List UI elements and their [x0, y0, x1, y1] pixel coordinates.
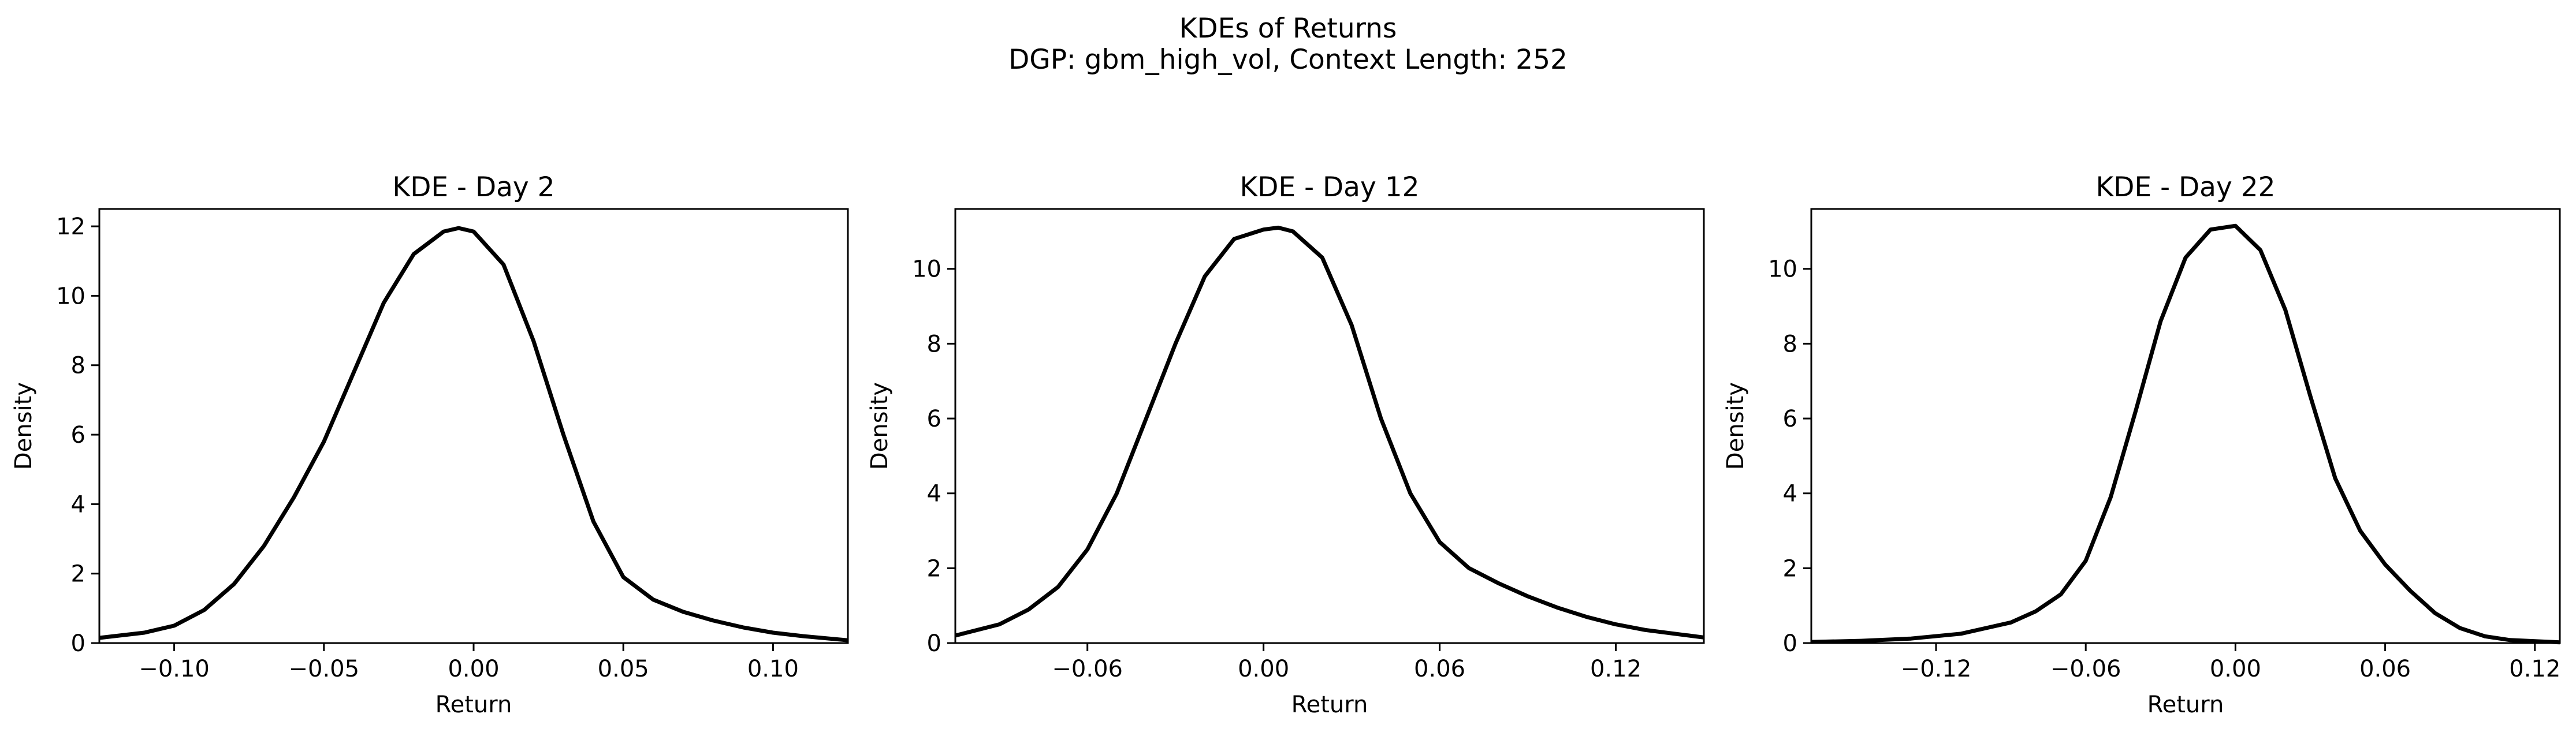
x-tick-label: 0.12	[1590, 656, 1641, 682]
y-tick-label: 6	[1783, 406, 1797, 432]
y-tick-label: 8	[1783, 331, 1797, 357]
x-tick-label: 0.00	[448, 656, 499, 682]
y-tick-label: 6	[71, 422, 85, 449]
y-axis-label: Density	[10, 382, 37, 470]
y-tick-label: 2	[71, 561, 85, 588]
y-tick-label: 0	[71, 630, 85, 657]
kde-line	[955, 225, 1704, 640]
y-tick-label: 0	[927, 630, 941, 657]
kde-panel-2: −0.06 0.00 0.06 0.12 0 2 4 6 8 10 KDE - Day 12 Retu…	[866, 171, 1705, 718]
y-axis-label: Density	[1722, 382, 1749, 470]
axes-frame	[98, 208, 849, 644]
y-tick-label: 6	[927, 406, 941, 432]
subplot-title: KDE - Day 12	[1239, 171, 1419, 203]
y-tick-label: 4	[71, 491, 85, 518]
axes-frame	[1810, 208, 2561, 644]
x-tick-label: 0.12	[2509, 656, 2560, 682]
figure-title-line-1: KDEs of Returns	[1179, 13, 1397, 44]
x-tick-label: 0.00	[2210, 656, 2261, 682]
x-tick-label: 0.10	[747, 656, 799, 682]
y-tick-label: 2	[1783, 555, 1797, 582]
x-tick-label: 0.06	[2359, 656, 2411, 682]
y-tick-label: 10	[1768, 256, 1797, 283]
kde-panel-1: −0.10 −0.05 0.00 0.05 0.10 0 2 4 6 8 10 12 KDE - Day…	[10, 171, 849, 718]
subplot-title: KDE - Day 2	[392, 171, 554, 203]
y-tick-label: 8	[71, 353, 85, 379]
x-axis-label: Return	[435, 692, 512, 718]
axes-frame	[954, 208, 1705, 644]
y-axis-label: Density	[866, 382, 893, 470]
y-tick-label: 4	[927, 481, 941, 507]
y-tick-label: 0	[1783, 630, 1797, 657]
y-tick-label: 10	[56, 283, 85, 309]
x-tick-label: 0.05	[598, 656, 649, 682]
kde-line	[99, 226, 848, 642]
subplot-title: KDE - Day 22	[2095, 171, 2275, 203]
x-axis-label: Return	[2147, 692, 2224, 718]
x-tick-label: −0.12	[1901, 656, 1972, 682]
x-tick-label: −0.05	[289, 656, 360, 682]
x-tick-label: 0.00	[1238, 656, 1289, 682]
kde-panel-3: −0.12 −0.06 0.00 0.06 0.12 0 2 4 6 8 10 KDE - Day 2…	[1722, 171, 2561, 718]
x-axis-label: Return	[1291, 692, 1368, 718]
x-tick-label: −0.06	[2050, 656, 2121, 682]
x-tick-label: −0.06	[1052, 656, 1123, 682]
y-tick-label: 4	[1783, 481, 1797, 507]
y-tick-label: 10	[912, 256, 941, 283]
y-tick-label: 2	[927, 555, 941, 582]
kde-line	[1811, 223, 2560, 645]
figure-title-line-2: DGP: gbm_high_vol, Context Length: 252	[1008, 44, 1568, 76]
x-tick-label: −0.10	[139, 656, 210, 682]
y-tick-label: 8	[927, 331, 941, 357]
x-tick-label: 0.06	[1414, 656, 1465, 682]
y-tick-label: 12	[56, 214, 85, 240]
